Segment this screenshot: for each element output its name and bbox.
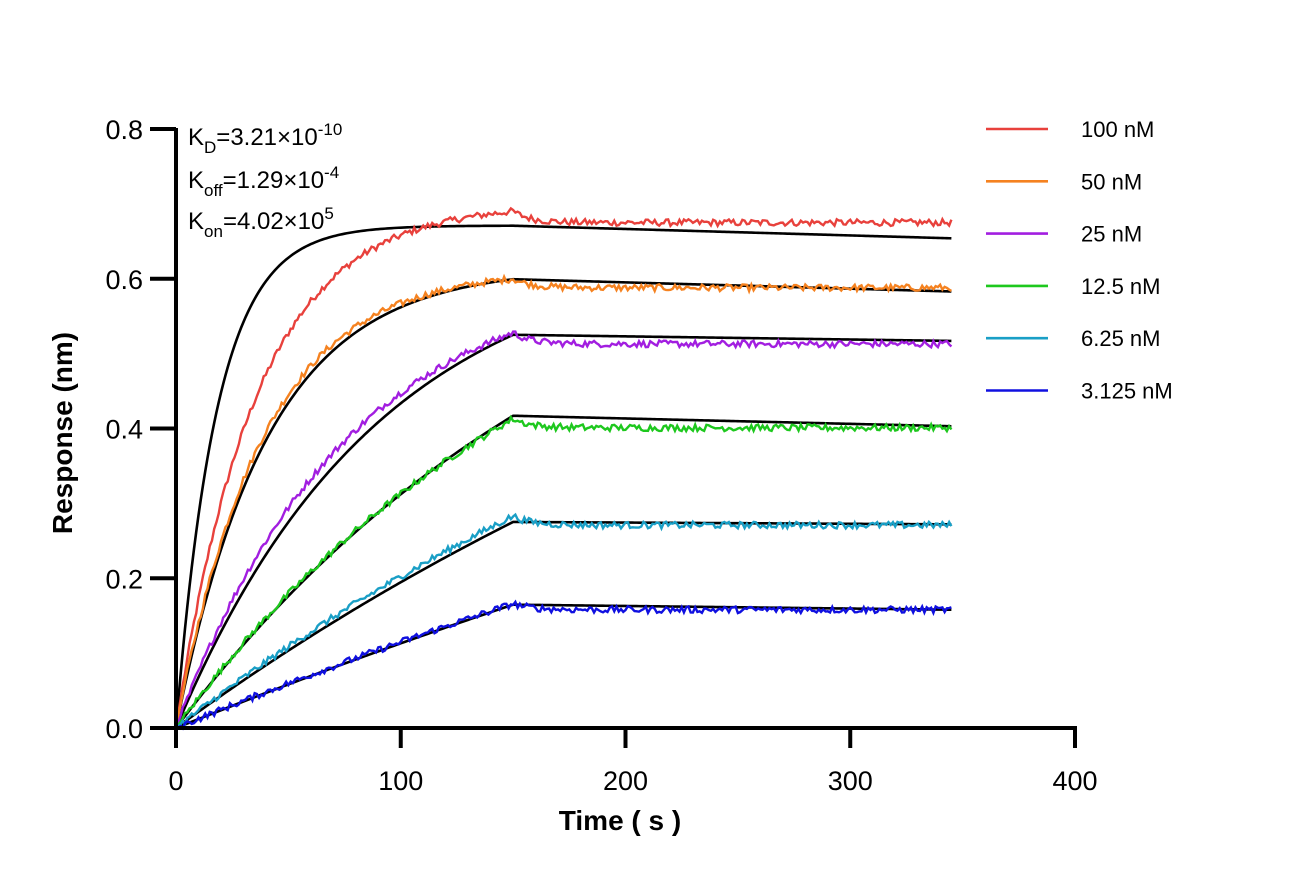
axis-ticks: 0 100 200 300 400 0.0 0.2 0.4 0.6 0.8 (105, 115, 1097, 796)
fit-curves (174, 224, 952, 730)
legend-label: 100 nM (1081, 117, 1154, 142)
series-line (175, 414, 953, 729)
fit-curve (174, 414, 952, 729)
series-line (175, 512, 953, 729)
koff-annotation: Koff=1.29×10-4 (188, 163, 339, 200)
series-line (174, 273, 953, 729)
x-tick-label: 300 (828, 766, 873, 796)
kon-annotation: Kon=4.02×105 (188, 204, 334, 241)
series-line (174, 206, 953, 729)
x-tick-label: 200 (603, 766, 648, 796)
fit-curve (174, 224, 952, 729)
y-axis-title: Response (nm) (47, 332, 78, 534)
data-curves (174, 206, 953, 731)
fit-curve (175, 520, 952, 730)
fit-curve (174, 333, 952, 729)
x-tick-label: 400 (1052, 766, 1097, 796)
legend: 100 nM 50 nM 25 nM 12.5 nM 6.25 nM 3.125 nM (986, 117, 1173, 404)
y-tick-label: 0.0 (105, 714, 143, 744)
kd-annotation: KD=3.21×10-10 (188, 120, 342, 157)
y-tick-label: 0.2 (105, 564, 143, 594)
legend-label: 3.125 nM (1081, 379, 1173, 404)
series-line (174, 330, 953, 729)
series-line (175, 599, 952, 731)
y-tick-label: 0.8 (105, 115, 143, 145)
legend-label: 12.5 nM (1081, 274, 1161, 299)
legend-label: 6.25 nM (1081, 326, 1161, 351)
fit-curve (175, 603, 952, 730)
legend-label: 25 nM (1081, 222, 1142, 247)
x-tick-label: 0 (168, 766, 183, 796)
x-axis-title: Time ( s ) (559, 805, 681, 836)
y-tick-label: 0.4 (105, 415, 143, 445)
legend-label: 50 nM (1081, 169, 1142, 194)
y-tick-label: 0.6 (105, 265, 143, 295)
x-tick-label: 100 (378, 766, 423, 796)
